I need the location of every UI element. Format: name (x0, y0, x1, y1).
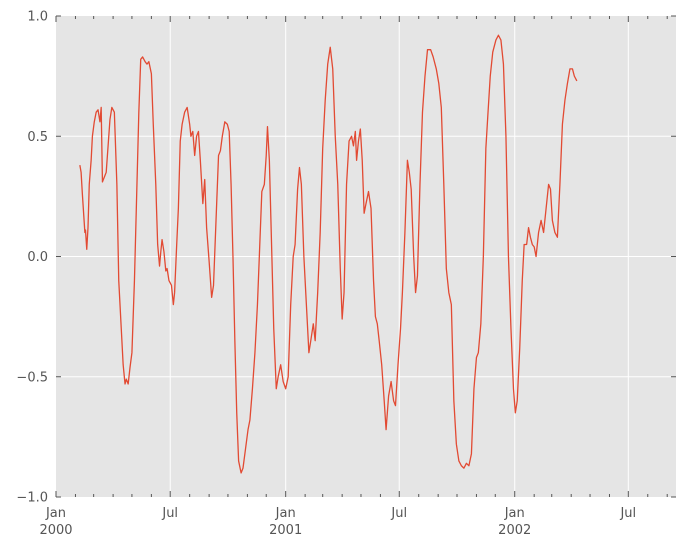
x-tick-label: Jan (504, 506, 525, 521)
y-tick-label: 0.5 (27, 130, 48, 145)
x-tick-label: Jul (161, 506, 178, 521)
y-tick-label: 1.0 (27, 10, 48, 25)
series-line (79, 34, 578, 474)
axis-ticks (55, 15, 676, 498)
x-tick-label: Jan (45, 506, 66, 521)
x-tick-year-label: 2002 (498, 523, 531, 538)
y-tick-label: 0.0 (27, 250, 48, 265)
x-tick-year-label: 2000 (39, 523, 72, 538)
x-tick-label: Jul (390, 506, 407, 521)
x-tick-year-label: 2001 (269, 523, 302, 538)
x-tick-label: Jan (275, 506, 296, 521)
y-tick-label: −0.5 (16, 370, 48, 385)
y-axis: 1.0 0.5 0.0 −0.5 −1.0 (16, 10, 48, 506)
y-tick-label: −1.0 (16, 491, 48, 506)
x-tick-label: Jul (619, 506, 636, 521)
x-axis: Jan 2000 Jul Jan 2001 Jul Jan 2002 Jul (39, 506, 636, 538)
